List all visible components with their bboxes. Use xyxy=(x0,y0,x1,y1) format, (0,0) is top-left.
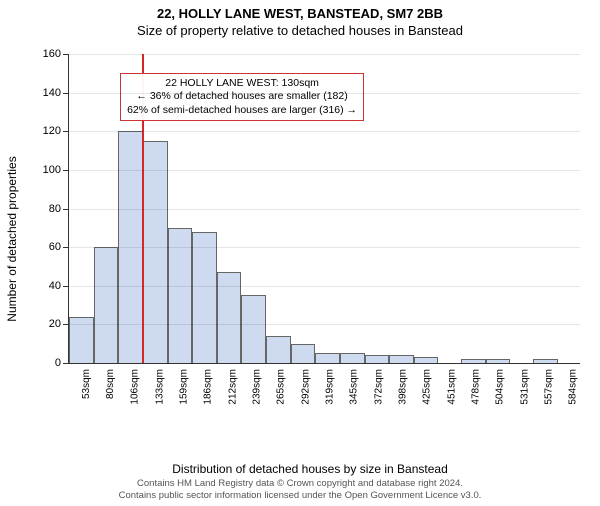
x-tick-label: 80sqm xyxy=(106,369,117,399)
histogram-chart: Number of detached properties 22 HOLLY L… xyxy=(40,54,580,424)
y-tick xyxy=(63,363,69,364)
info-line-1: 22 HOLLY LANE WEST: 130sqm xyxy=(127,77,357,91)
info-line-3: 62% of semi-detached houses are larger (… xyxy=(127,104,357,118)
bar xyxy=(241,295,266,363)
y-tick-label: 0 xyxy=(55,357,61,369)
bar xyxy=(461,359,486,363)
y-tick-label: 120 xyxy=(43,125,61,137)
bar xyxy=(389,355,414,363)
x-tick-label: 133sqm xyxy=(154,369,165,405)
plot-area: 22 HOLLY LANE WEST: 130sqm ← 36% of deta… xyxy=(68,54,580,364)
grid-line xyxy=(69,247,580,248)
x-tick-label: 265sqm xyxy=(276,369,287,405)
bar xyxy=(94,247,119,363)
y-tick-label: 20 xyxy=(49,318,61,330)
x-tick-label: 345sqm xyxy=(349,369,360,405)
bar xyxy=(365,355,390,363)
grid-line xyxy=(69,286,580,287)
x-axis-label: Distribution of detached houses by size … xyxy=(172,462,448,476)
x-tick-label: 557sqm xyxy=(544,369,555,405)
info-box: 22 HOLLY LANE WEST: 130sqm ← 36% of deta… xyxy=(120,73,364,122)
grid-line xyxy=(69,54,580,55)
x-tick-label: 531sqm xyxy=(519,369,530,405)
bar xyxy=(414,357,439,363)
y-tick-label: 100 xyxy=(43,164,61,176)
page-subtitle: Size of property relative to detached ho… xyxy=(0,23,600,38)
bar xyxy=(143,141,168,363)
footer-line-2: Contains public sector information licen… xyxy=(0,490,600,502)
y-tick-label: 140 xyxy=(43,87,61,99)
bar xyxy=(486,359,511,363)
bar xyxy=(192,232,217,363)
x-tick-label: 53sqm xyxy=(81,369,92,399)
x-tick-label: 584sqm xyxy=(568,369,579,405)
x-tick-label: 106sqm xyxy=(130,369,141,405)
footer-line-1: Contains HM Land Registry data © Crown c… xyxy=(0,478,600,490)
y-axis-label: Number of detached properties xyxy=(5,156,19,321)
x-tick-label: 292sqm xyxy=(300,369,311,405)
bar xyxy=(315,353,340,363)
x-tick-label: 504sqm xyxy=(495,369,506,405)
bar xyxy=(533,359,558,363)
page-title-address: 22, HOLLY LANE WEST, BANSTEAD, SM7 2BB xyxy=(0,6,600,21)
grid-line xyxy=(69,324,580,325)
bar xyxy=(266,336,291,363)
attribution-footer: Contains HM Land Registry data © Crown c… xyxy=(0,478,600,502)
x-tick-label: 212sqm xyxy=(227,369,238,405)
grid-line xyxy=(69,93,580,94)
y-tick-label: 160 xyxy=(43,48,61,60)
x-tick-label: 319sqm xyxy=(325,369,336,405)
x-tick-label: 478sqm xyxy=(471,369,482,405)
grid-line xyxy=(69,170,580,171)
bar xyxy=(291,344,316,363)
bar xyxy=(340,353,365,363)
x-tick-label: 159sqm xyxy=(179,369,190,405)
x-tick-label: 186sqm xyxy=(203,369,214,405)
grid-line xyxy=(69,131,580,132)
y-tick-label: 80 xyxy=(49,203,61,215)
x-tick-label: 239sqm xyxy=(252,369,263,405)
x-tick-label: 425sqm xyxy=(422,369,433,405)
x-tick-label: 372sqm xyxy=(373,369,384,405)
y-tick-label: 60 xyxy=(49,241,61,253)
grid-line xyxy=(69,209,580,210)
x-tick-label: 398sqm xyxy=(398,369,409,405)
x-tick-label: 451sqm xyxy=(446,369,457,405)
y-tick-label: 40 xyxy=(49,280,61,292)
